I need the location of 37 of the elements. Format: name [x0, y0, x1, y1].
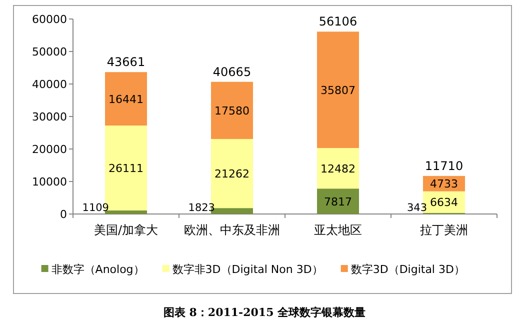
x-tick-label: 欧洲、中东及非洲 — [184, 223, 280, 237]
legend-label: 非数字（Anolog） — [51, 263, 144, 276]
total-label: 56106 — [318, 14, 358, 29]
total-label: 40665 — [212, 64, 252, 79]
text: 图表 8：2011-2015 全球数字银幕数量 — [163, 306, 366, 319]
data-label: 343 — [406, 202, 427, 214]
data-label: 1823 — [188, 202, 215, 214]
data-label: 12482 — [320, 162, 356, 176]
y-tick-label: 40000 — [32, 78, 67, 91]
total-label: 11710 — [424, 158, 464, 173]
y-tick-label: 30000 — [32, 110, 67, 124]
legend-label: 数字3D（Digital 3D） — [350, 263, 465, 276]
data-label: 7817 — [324, 195, 352, 208]
data-label: 16441 — [108, 92, 144, 106]
bar — [105, 210, 147, 214]
data-label: 17580 — [214, 104, 250, 118]
y-tick-label: 0 — [60, 208, 67, 221]
y-tick-label: 50000 — [32, 46, 67, 58]
data-label: 26111 — [108, 162, 144, 175]
data-label: 1109 — [82, 202, 109, 214]
y-tick-label: 10000 — [32, 176, 67, 188]
bar — [211, 82, 253, 139]
bar — [105, 72, 147, 126]
data-label: 6634 — [430, 196, 458, 210]
total-label: 43661 — [106, 55, 146, 70]
y-tick-label: 60000 — [32, 13, 67, 26]
bar — [317, 188, 359, 214]
y-tick-label: 20000 — [32, 143, 67, 156]
x-tick-label: 亚太地区 — [314, 223, 362, 237]
bar — [317, 32, 359, 148]
data-label: 4733 — [430, 178, 458, 191]
x-tick-label: 拉丁美洲 — [420, 223, 468, 237]
data-label: 21262 — [214, 168, 250, 181]
bar — [317, 148, 359, 189]
legend-label: 数字非3D（Digital Non 3D） — [172, 263, 323, 276]
data-label: 35807 — [320, 84, 356, 97]
x-tick-label: 美国/加拿大 — [94, 223, 158, 237]
